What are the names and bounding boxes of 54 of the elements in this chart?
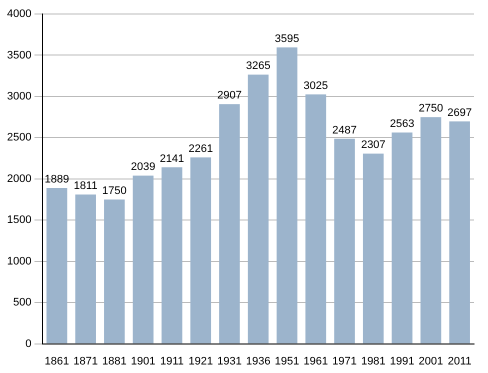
data-label: 2697 bbox=[447, 106, 472, 119]
x-tick-label: 1901 bbox=[130, 355, 156, 368]
x-tick-label: 1931 bbox=[217, 355, 242, 368]
data-label: 2039 bbox=[130, 161, 156, 174]
bar bbox=[162, 167, 182, 344]
bar bbox=[334, 138, 355, 344]
bar bbox=[362, 154, 384, 344]
x-tick-label: 1981 bbox=[361, 355, 386, 368]
y-tick-label: 2500 bbox=[6, 132, 32, 144]
bar bbox=[248, 74, 269, 344]
data-label: 2487 bbox=[332, 124, 357, 136]
x-tick-label: 1921 bbox=[188, 355, 213, 368]
bar bbox=[132, 176, 154, 344]
y-tick-label: 0 bbox=[25, 338, 32, 350]
y-tick-label: 4000 bbox=[6, 8, 32, 20]
bar bbox=[420, 117, 442, 344]
bar bbox=[392, 132, 412, 344]
y-tick-label: 1000 bbox=[6, 255, 32, 268]
bar bbox=[104, 200, 125, 344]
x-tick-label: 2001 bbox=[418, 355, 444, 368]
data-label: 2141 bbox=[160, 152, 184, 165]
x-tick-label: 1991 bbox=[390, 355, 414, 368]
data-label: 2563 bbox=[390, 118, 414, 130]
y-tick-label: 1500 bbox=[6, 214, 32, 226]
bar bbox=[305, 94, 326, 344]
bar bbox=[219, 104, 240, 344]
data-label: 3025 bbox=[304, 80, 328, 92]
data-label: 2750 bbox=[418, 102, 444, 115]
x-tick-label: 1961 bbox=[304, 355, 328, 368]
y-tick-label: 3000 bbox=[6, 90, 32, 102]
bar bbox=[276, 47, 298, 344]
bar bbox=[46, 188, 68, 344]
data-label: 2307 bbox=[361, 139, 386, 152]
x-tick-label: 1871 bbox=[73, 355, 98, 368]
y-tick-label: 500 bbox=[13, 296, 32, 309]
y-tick-label: 3500 bbox=[6, 49, 32, 62]
data-label: 3595 bbox=[274, 32, 300, 45]
data-label: 2907 bbox=[217, 90, 242, 102]
x-tick-label: 1881 bbox=[102, 355, 127, 368]
x-tick-label: 1861 bbox=[44, 355, 70, 368]
bar bbox=[75, 194, 96, 344]
x-tick-label: 1971 bbox=[332, 355, 357, 368]
data-label: 1889 bbox=[44, 174, 70, 186]
x-tick-label: 1951 bbox=[274, 355, 300, 368]
data-label: 1750 bbox=[102, 185, 127, 198]
bar bbox=[190, 157, 212, 344]
x-tick-label: 2011 bbox=[448, 355, 472, 368]
x-tick-label: 1911 bbox=[160, 355, 184, 368]
y-tick-label: 2000 bbox=[6, 172, 32, 185]
data-label: 3265 bbox=[246, 60, 270, 72]
bar bbox=[449, 121, 470, 344]
x-tick-label: 1936 bbox=[246, 355, 270, 368]
data-label: 1811 bbox=[74, 180, 98, 192]
data-label: 2261 bbox=[188, 142, 213, 155]
